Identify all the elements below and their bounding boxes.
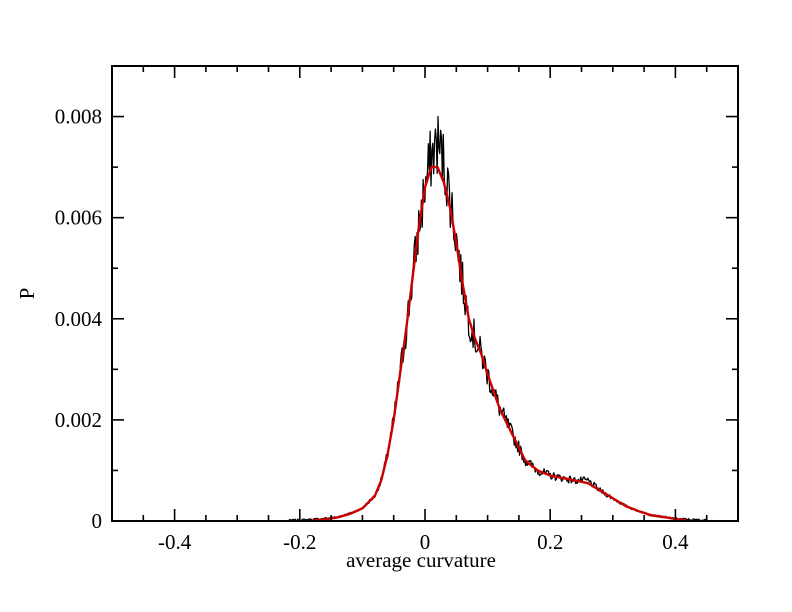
plot-frame (111, 65, 739, 522)
y-axis-title: P (15, 288, 39, 300)
x-tick-label: 0 (420, 530, 431, 554)
y-tick-label: 0.002 (55, 408, 102, 432)
x-axis-title: average curvature (346, 548, 496, 572)
y-tick-label: 0.008 (55, 105, 102, 129)
y-tick-label: 0.004 (55, 307, 103, 331)
x-tick-label: 0.2 (537, 530, 563, 554)
x-tick-label: -0.2 (283, 530, 316, 554)
plot-series-group (286, 115, 713, 522)
y-tick-label: 0.006 (55, 206, 102, 230)
x-tick-label: 0.4 (662, 530, 689, 554)
tick-group (112, 65, 738, 522)
histogram-series-line (286, 115, 713, 522)
x-tick-label: -0.4 (158, 530, 192, 554)
fitted-series-line (312, 165, 687, 522)
tick-label-group: -0.4 -0.2 0 0.2 0.4 0 0.002 0.004 0.006 0.008 (55, 105, 689, 554)
y-tick-label: 0 (92, 509, 103, 533)
